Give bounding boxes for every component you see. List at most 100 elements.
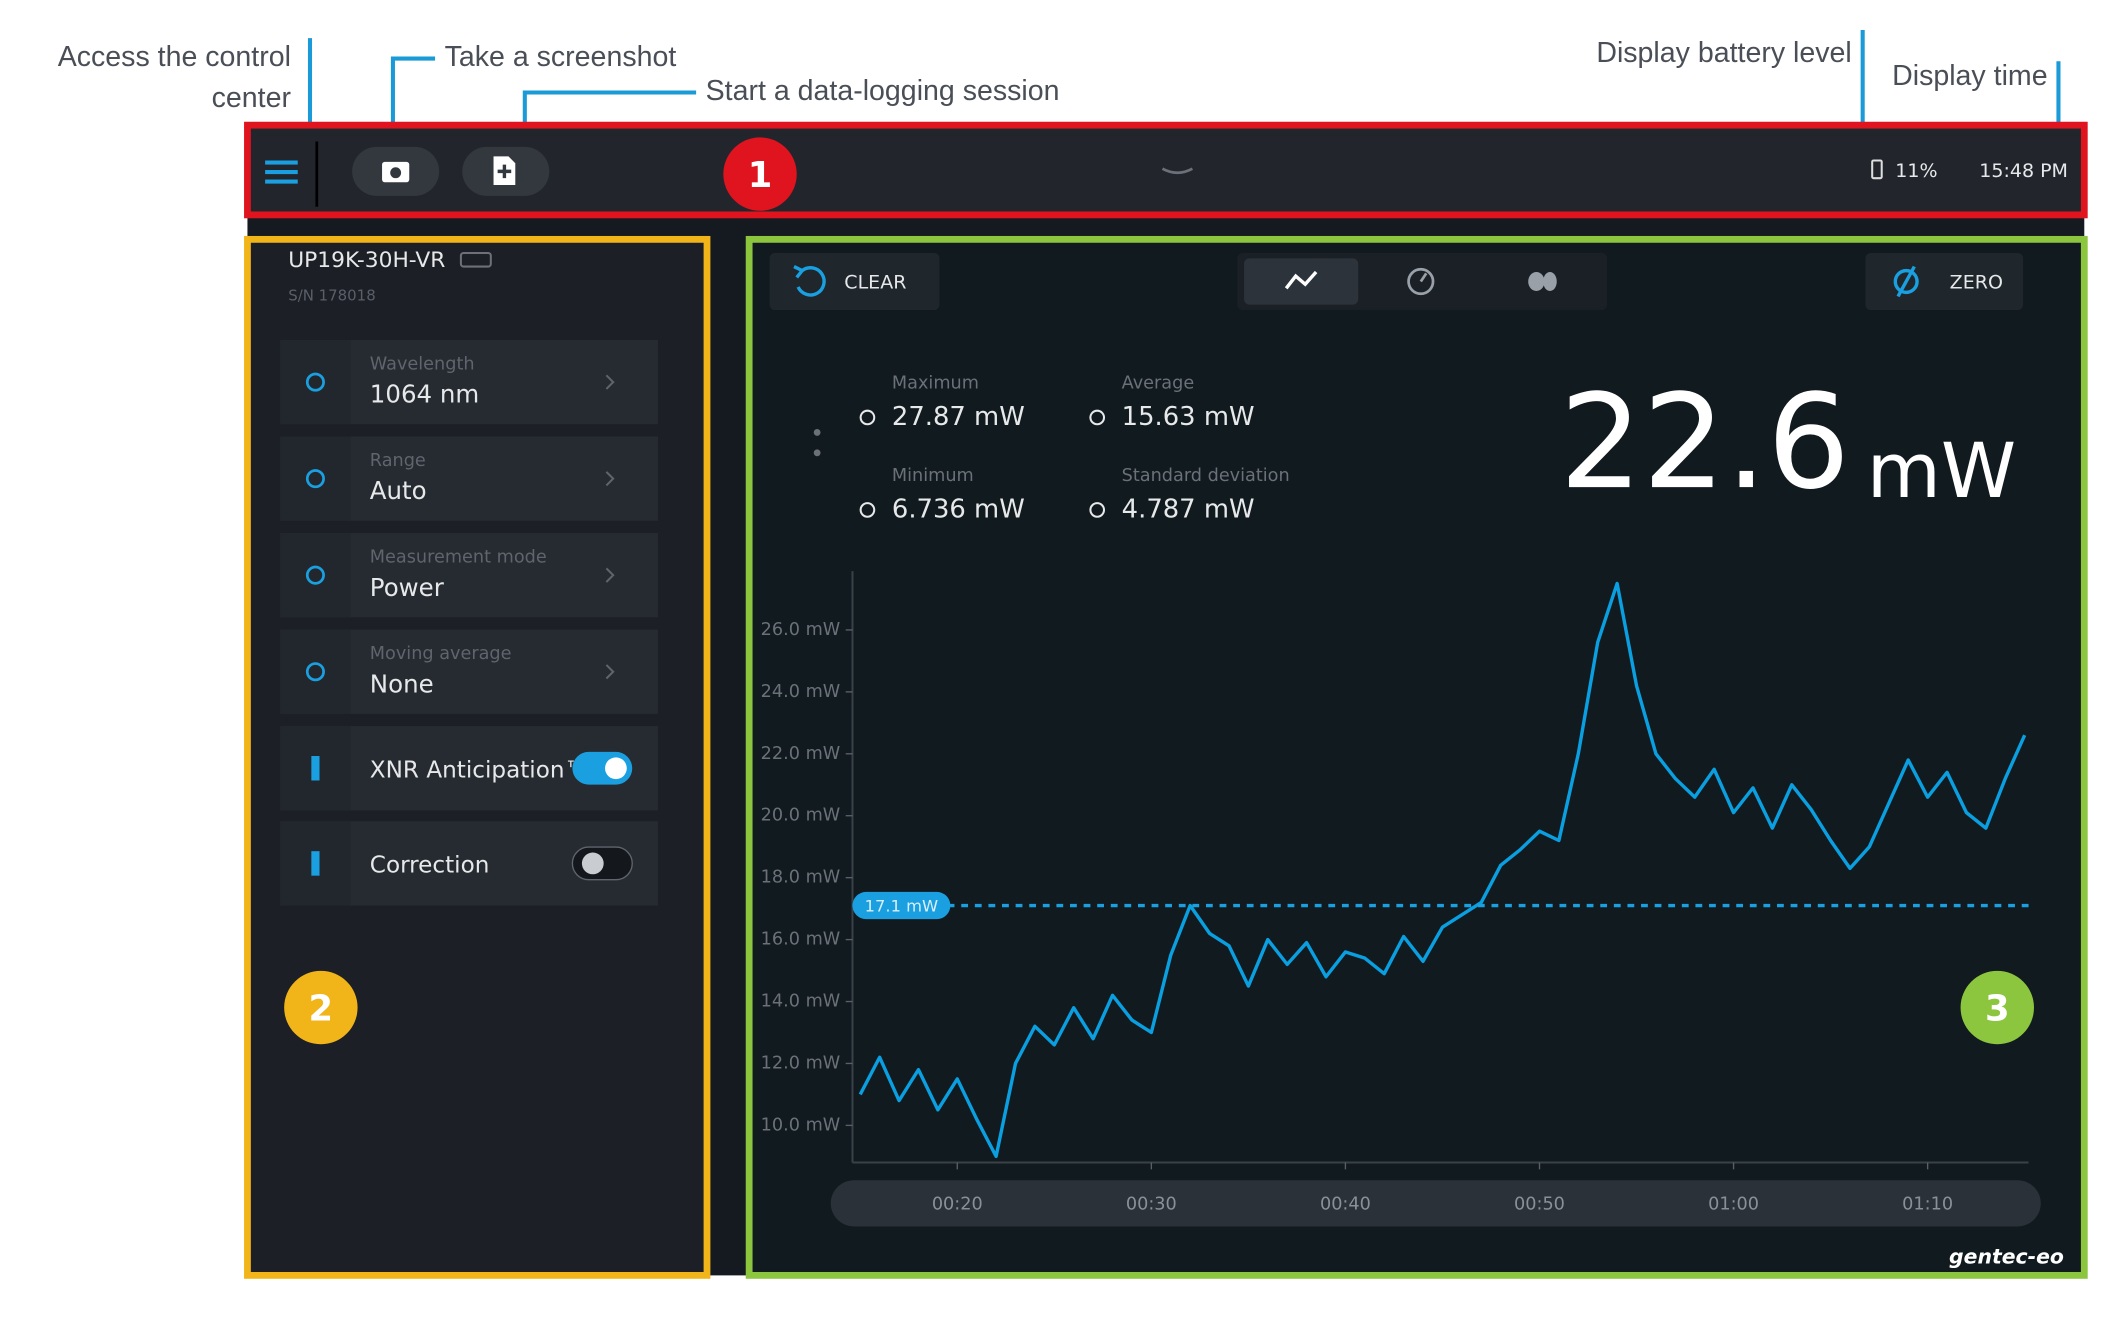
badge <box>723 137 797 211</box>
stat-label: Minimum <box>892 466 974 486</box>
more-icon[interactable] <box>813 449 821 457</box>
annotation: center <box>212 82 292 114</box>
setting-value: Power <box>370 573 445 602</box>
view-switch[interactable] <box>1237 252 1608 311</box>
annotation: Display time <box>1892 60 2047 92</box>
y-tick-label: 16.0 mW <box>761 930 841 950</box>
toggle-icon <box>311 756 320 781</box>
threshold-label: 17.1 mW <box>865 896 938 915</box>
clock: 15:48 PM <box>1979 160 2068 182</box>
setting-row[interactable]: Range Auto <box>280 436 659 521</box>
more-icon[interactable] <box>813 429 821 436</box>
screenshot-button[interactable] <box>352 146 440 196</box>
toggle-row[interactable]: XNR Anticipation™ <box>280 726 659 811</box>
stat-value: 6.736 mW <box>892 494 1025 524</box>
y-tick-label: 22.0 mW <box>761 744 841 764</box>
x-tick-label: 00:50 <box>1514 1195 1565 1215</box>
annotation: Start a data-logging session <box>706 75 1060 107</box>
icon-cell <box>280 533 351 618</box>
chevron <box>605 374 615 390</box>
badge <box>1960 970 2034 1045</box>
x-tick-label: 00:20 <box>932 1195 983 1215</box>
x-tick-label: 01:10 <box>1902 1195 1953 1215</box>
data-line <box>858 581 2027 1159</box>
badge <box>284 970 358 1045</box>
setting-value: 1064 nm <box>370 380 479 409</box>
clear-button[interactable]: CLEAR <box>769 252 940 311</box>
toggle-label: Correction <box>370 853 490 879</box>
setting-label: Moving average <box>370 644 512 664</box>
stat-value: 15.63 mW <box>1122 402 1255 432</box>
setting-icon <box>305 565 325 585</box>
logging-button[interactable] <box>462 146 550 196</box>
icon-cell <box>280 629 351 714</box>
switch-knob <box>581 852 604 875</box>
stat-label: Standard deviation <box>1122 466 1290 486</box>
setting-row[interactable]: Wavelength 1064 nm <box>280 339 659 425</box>
reading-unit: mW <box>1867 426 2016 515</box>
x-tick-label: 00:40 <box>1320 1195 1371 1215</box>
toggle-row[interactable]: Correction <box>280 821 659 906</box>
highlight-box <box>745 235 2088 1279</box>
y-tick-label: 12.0 mW <box>761 1053 841 1073</box>
stat-label: Maximum <box>892 373 979 393</box>
y-tick-label: 20.0 mW <box>761 806 841 826</box>
stat-value: 4.787 mW <box>1122 494 1255 524</box>
setting-value: None <box>370 669 434 698</box>
y-tick-label: 24.0 mW <box>761 682 841 702</box>
setting-label: Wavelength <box>370 354 475 374</box>
chevron <box>605 567 615 583</box>
setting-row[interactable]: Measurement mode Power <box>280 533 659 618</box>
setting-icon <box>305 662 325 682</box>
setting-icon <box>305 469 325 489</box>
x-tick-label: 01:00 <box>1708 1195 1759 1215</box>
switch-knob <box>605 757 627 780</box>
battery-icon <box>1871 159 1883 180</box>
setting-icon <box>305 372 325 392</box>
stat-icon <box>859 502 876 518</box>
annotation: Access the control <box>58 41 291 73</box>
battery-level: 11% <box>1895 160 1937 182</box>
menu-button[interactable] <box>265 160 298 184</box>
stat-icon <box>859 409 876 426</box>
annotation: Take a screenshot <box>445 41 677 73</box>
y-tick-label: 18.0 mW <box>761 868 841 888</box>
reading-value: 22.6 <box>1559 366 1850 518</box>
highlight-box <box>244 235 711 1279</box>
badge-number: 2 <box>309 988 334 1029</box>
toggle-label: XNR Anticipation™ <box>370 757 588 783</box>
serial-number: S/N 178018 <box>288 286 375 304</box>
time-scrollbar[interactable] <box>830 1180 2041 1227</box>
y-tick-label: 26.0 mW <box>761 620 841 640</box>
brand-logo: gentec-eo <box>1949 1245 2064 1269</box>
x-tick-label: 00:30 <box>1126 1195 1177 1215</box>
chevron <box>605 471 615 487</box>
button-label: CLEAR <box>844 271 906 293</box>
stat-icon <box>1089 502 1106 518</box>
badge-number: 1 <box>748 155 773 196</box>
measurement-panel <box>751 242 2082 1273</box>
stat-value: 27.87 mW <box>892 402 1025 432</box>
toggle-icon <box>311 851 320 876</box>
setting-label: Range <box>370 451 426 471</box>
zero-button[interactable]: ZERO <box>1865 252 2024 311</box>
device-model: UP19K-30H-VR <box>288 248 445 273</box>
y-tick-label: 14.0 mW <box>761 992 841 1012</box>
chevron <box>605 664 615 680</box>
pull-down-handle[interactable] <box>1161 167 1194 175</box>
highlight-box <box>244 121 2088 219</box>
y-tick-label: 10.0 mW <box>761 1115 841 1135</box>
setting-row[interactable]: Moving average None <box>280 629 659 714</box>
annotation: Display battery level <box>1596 37 1851 69</box>
setting-label: Measurement mode <box>370 548 547 568</box>
stat-icon <box>1089 409 1106 426</box>
setting-value: Auto <box>370 476 427 505</box>
icon-cell <box>280 339 351 425</box>
icon-cell <box>280 436 351 521</box>
threshold-tag[interactable] <box>852 891 951 920</box>
button-label: ZERO <box>1950 271 2003 293</box>
stat-label: Average <box>1122 373 1195 393</box>
badge-number: 3 <box>1985 988 2010 1029</box>
